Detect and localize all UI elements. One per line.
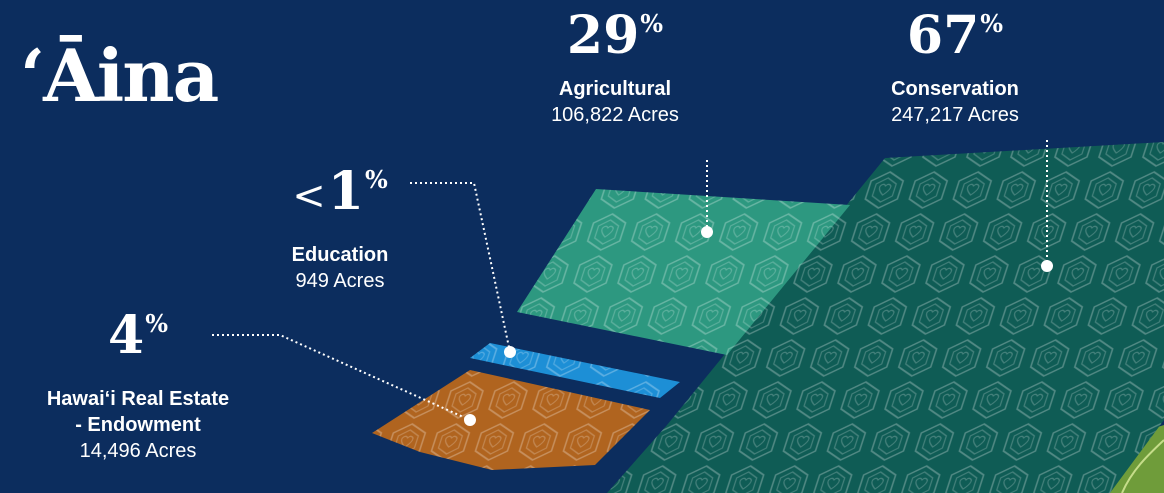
category-name: Education	[291, 244, 389, 266]
percent-prefix: <	[292, 173, 326, 219]
percent-number: 67	[906, 5, 980, 66]
percent-sign: %	[145, 309, 168, 338]
page-title: ʻĀina	[20, 33, 219, 118]
percent-value: 4%	[8, 310, 268, 362]
category-name: Conservation	[891, 78, 1019, 100]
acres-value: 106,822 Acres	[551, 104, 679, 126]
parcel-agr	[517, 189, 850, 355]
leader-line-hre	[212, 334, 471, 421]
percent-number: 1	[327, 161, 364, 222]
leader-line-edu	[410, 182, 511, 353]
acres-value: 14,496 Acres	[79, 440, 197, 462]
percent-sign: %	[640, 9, 664, 38]
parcel-con-pattern	[607, 142, 1164, 493]
parcel-con	[607, 142, 1164, 493]
acres-value: 949 Acres	[295, 270, 385, 292]
percent-number: 29	[566, 5, 640, 66]
category-name: - Endowment	[75, 414, 201, 436]
label-edu: <1% Education 949 Acres	[265, 166, 415, 294]
parcel-hre	[372, 370, 650, 470]
label-hre: 4% Hawai‘i Real Estate - Endowment 14,496 A…	[8, 310, 268, 464]
parcel-edu	[470, 343, 680, 398]
percent-value: <1%	[265, 166, 415, 218]
marker-dot-edu	[504, 346, 516, 358]
percent-value: 29%	[523, 10, 708, 62]
category-name: Agricultural	[558, 78, 672, 100]
acres-value: 247,217 Acres	[891, 104, 1019, 126]
percent-number: 4	[108, 305, 145, 366]
parcel-hre-pattern	[372, 370, 650, 470]
percent-sign: %	[980, 9, 1004, 38]
percent-sign: %	[364, 165, 388, 194]
label-agr: 29% Agricultural 106,822 Acres	[523, 10, 708, 128]
marker-dot-con	[1041, 260, 1053, 272]
marker-dot-agr	[701, 226, 713, 238]
marker-dot-hre	[464, 414, 476, 426]
percent-value: 67%	[863, 10, 1048, 62]
parcel-edu-pattern	[470, 343, 680, 398]
category-name: Hawai‘i Real Estate	[46, 388, 230, 410]
label-con: 67% Conservation 247,217 Acres	[863, 10, 1048, 128]
parcel-agr-pattern	[517, 189, 850, 355]
